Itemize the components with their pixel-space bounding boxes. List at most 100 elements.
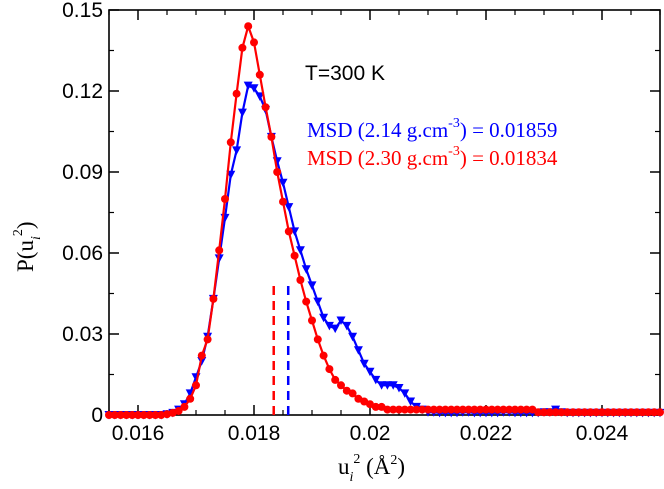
series-2-point (209, 294, 218, 303)
series-2-point (383, 405, 392, 414)
series-2-point (615, 408, 624, 417)
series-1-point (330, 324, 340, 334)
series-2-point (203, 335, 212, 344)
series-1-point (359, 359, 369, 369)
series-2-point (186, 394, 195, 403)
temperature-annotation: T=300 K (305, 62, 385, 85)
series-2-point (337, 381, 345, 390)
series-2-point (464, 405, 473, 414)
y-tick-label: 0.06 (62, 242, 103, 265)
series-2-point (273, 168, 282, 176)
series-2-point (511, 405, 519, 414)
legend-entry-1: MSD (2.14 g.cm-3) = 0.01859 (307, 116, 557, 142)
x-tick-label: 0.022 (460, 422, 513, 445)
series-2-point (174, 406, 183, 415)
series-2-point (418, 405, 427, 414)
series-2-point (453, 405, 461, 414)
series-1-point (243, 81, 253, 91)
series-2-point (435, 405, 444, 414)
series-2-point (261, 103, 270, 112)
legend-2-suffix: ) = 0.01834 (460, 146, 558, 170)
series-2-point (197, 351, 206, 360)
series-1-point (348, 332, 358, 342)
series-2-point (592, 408, 601, 417)
series-2-point (441, 405, 450, 414)
series-2-point (192, 381, 200, 390)
series-2-point (296, 276, 305, 284)
legend-entry-2: MSD (2.30 g.cm-3) = 0.01834 (307, 144, 558, 170)
series-1-point (353, 346, 363, 355)
series-2-point (395, 405, 403, 414)
series-1-point (319, 313, 329, 323)
series-1-point (377, 381, 387, 390)
x-tick-label: 0.018 (228, 422, 281, 445)
series-2-point (563, 408, 572, 417)
series-2-point (215, 246, 224, 255)
series-2-point (290, 251, 299, 260)
series-1-point (255, 92, 265, 101)
series-2-point (105, 411, 113, 419)
series-2-point (400, 405, 409, 414)
series-1-point (336, 316, 346, 325)
series-2-point (650, 408, 659, 417)
msd-markers (272, 280, 290, 415)
series-1-point (284, 203, 294, 212)
legend-2-sup: -3 (448, 144, 460, 159)
series-2-point (609, 408, 618, 417)
series-2-point (302, 297, 311, 306)
series-2-point (238, 43, 247, 52)
x-tick-label: 0.02 (350, 422, 391, 445)
series-2-point (313, 335, 322, 344)
series-2-point (476, 405, 485, 414)
legend-1-prefix: MSD (2.14 g.cm (307, 118, 448, 142)
series-2-point (429, 405, 438, 414)
legend-1-suffix: ) = 0.01859 (460, 118, 558, 142)
series-2-point (279, 197, 287, 206)
series-2-point (110, 411, 119, 419)
series-2-point (505, 405, 514, 414)
series-2-point (389, 405, 398, 414)
series-1-point (324, 321, 334, 331)
series-1-point (301, 265, 311, 274)
y-tick-label: 0.09 (62, 161, 103, 184)
y-tick-label: 0.03 (62, 323, 103, 346)
x-axis-title: ui2 (Å2) (338, 452, 405, 485)
series-2-point (458, 405, 467, 414)
series-1-point (406, 397, 416, 406)
series-2-point (493, 405, 502, 414)
series-1-point (278, 178, 288, 188)
series-2-point (621, 408, 630, 417)
series-2-point (122, 411, 131, 419)
series-2-point (250, 38, 258, 47)
series-1-point (382, 381, 392, 390)
x-tick-label: 0.024 (576, 422, 629, 445)
series-1-point (295, 246, 305, 255)
series-2-point (331, 375, 340, 384)
series-2-point (545, 408, 554, 417)
series-2-point (574, 408, 583, 417)
x-tick-label: 0.016 (112, 422, 165, 445)
series-2-point (424, 405, 432, 414)
series-2-point (348, 389, 357, 398)
legend-1-sup: -3 (448, 116, 460, 131)
series-2-point (226, 138, 235, 147)
series-2-point (232, 89, 241, 98)
series-2-point (145, 411, 154, 419)
series-2-point (244, 22, 253, 31)
series-1-point (400, 389, 410, 398)
series-2-point (180, 402, 189, 411)
series-2-point (406, 405, 415, 414)
series-2-point (128, 411, 137, 419)
data-series (104, 22, 664, 420)
y-axis-title: P(ui2) (11, 221, 44, 272)
series-2-point (586, 408, 595, 417)
series-2-point (580, 408, 589, 417)
series-1-point (388, 381, 398, 390)
series-2-point (319, 351, 328, 360)
series-2-point (522, 405, 531, 414)
series-2-point (656, 408, 664, 417)
series-2-point (412, 405, 421, 414)
series-2-point (638, 408, 647, 417)
series-2-point (569, 408, 577, 417)
